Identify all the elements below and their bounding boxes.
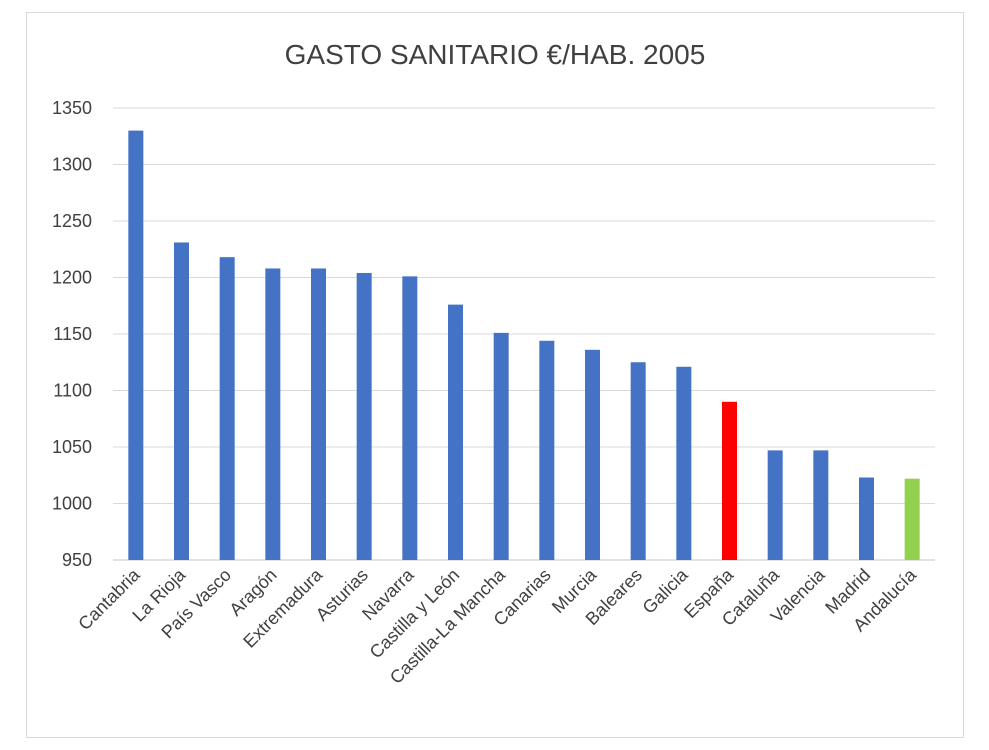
y-tick-label: 1300 [52, 155, 92, 175]
bar-navarra [402, 276, 418, 560]
bar-galicia [676, 366, 692, 560]
y-tick-label: 1350 [52, 98, 92, 118]
bar-país-vasco [219, 257, 235, 560]
y-axis-tick-labels: 950 1000 1050 1100 1150 1200 1250 1300 1350 [52, 98, 92, 570]
gridlines [113, 107, 935, 561]
bars [128, 130, 920, 560]
bar-andalucía [904, 478, 920, 560]
bar-baleares [630, 362, 646, 560]
bar-murcia [585, 349, 600, 560]
x-category-label: Cantabria [74, 564, 144, 634]
bar-asturias [356, 272, 372, 560]
chart-title: GASTO SANITARIO €/HAB. 2005 [285, 39, 706, 70]
bar-españa [722, 401, 737, 560]
bar-la-rioja [174, 242, 189, 560]
bar-madrid [859, 477, 874, 560]
y-tick-label: 1200 [52, 268, 92, 288]
bar-castilla-la-mancha [493, 332, 509, 560]
bar-canarias [539, 340, 555, 560]
y-tick-label: 1100 [53, 381, 92, 401]
y-tick-label: 1250 [52, 211, 92, 231]
y-tick-label: 1050 [52, 437, 92, 457]
y-tick-label: 950 [62, 550, 92, 570]
bar-cataluña [767, 450, 783, 560]
bar-cantabria [128, 130, 144, 560]
y-tick-label: 1150 [53, 324, 92, 344]
bar-aragón [265, 268, 281, 560]
bar-valencia [813, 450, 829, 560]
bar-castilla-y-león [448, 304, 463, 560]
y-tick-label: 1000 [52, 494, 92, 514]
bar-extremadura [311, 268, 326, 560]
